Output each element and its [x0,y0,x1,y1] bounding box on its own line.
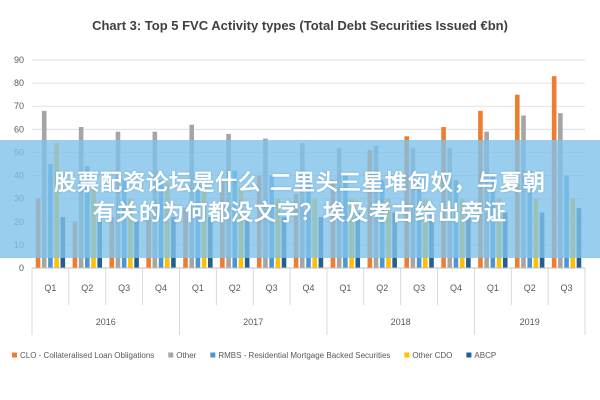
x-tick-label-quarter: Q3 [118,283,130,293]
legend-swatch-abcp [466,352,472,358]
x-tick-label-quarter: Q1 [339,283,351,293]
x-tick-label-quarter: Q4 [302,283,314,293]
x-tick-label-quarter: Q4 [155,283,167,293]
legend-label-other: Other [176,351,196,360]
legend-label-other-cdo: Other CDO [412,351,452,360]
legend-swatch-rmbs [210,352,216,358]
y-tick-label: 0 [19,263,24,273]
legend-swatch-clo [12,352,17,358]
legend-label-clo: CLO - Collateralised Loan Obligations [20,351,154,360]
x-tick-label-quarter: Q2 [81,283,93,293]
x-tick-label-year: 2018 [391,317,411,327]
x-tick-label-quarter: Q2 [229,283,241,293]
legend-label-abcp: ABCP [474,351,496,360]
x-tick-label-quarter: Q3 [561,283,573,293]
y-tick-label: 90 [14,55,24,65]
x-tick-label-year: 2019 [520,317,540,327]
legend-swatch-other [168,352,174,358]
chart-title: Chart 3: Top 5 FVC Activity types (Total… [92,18,508,33]
y-tick-label: 70 [14,101,24,111]
x-tick-label-quarter: Q1 [44,283,56,293]
x-tick-label-quarter: Q1 [192,283,204,293]
banner-headline-line-2: 有关的为何都没文字？埃及考古给出旁证 [92,201,507,226]
x-tick-label-quarter: Q2 [524,283,536,293]
legend: CLO - Collateralised Loan Obligations Oth… [12,351,496,360]
overlay-banner[interactable]: 股票配资论坛是什么 二里头三星堆匈奴，与夏朝 有关的为何都没文字？埃及考古给出旁… [0,140,600,258]
axes: 0102030405060708090Q1Q2Q3Q4Q1Q2Q3Q4Q1Q2Q… [14,55,586,335]
x-tick-label-year: 2017 [243,317,263,327]
y-tick-label: 80 [14,78,24,88]
x-tick-label-quarter: Q3 [413,283,425,293]
x-tick-label-year: 2016 [96,317,116,327]
x-tick-label-quarter: Q2 [376,283,388,293]
legend-label-rmbs: RMBS - Residential Mortgage Backed Secur… [218,351,390,360]
x-tick-label-quarter: Q3 [266,283,278,293]
y-tick-label: 60 [14,124,24,134]
banner-headline-line-1: 股票配资论坛是什么 二里头三星堆匈奴，与夏朝 [54,171,546,196]
x-tick-label-quarter: Q1 [487,283,499,293]
legend-swatch-other-cdo [404,352,410,358]
x-tick-label-quarter: Q4 [450,283,462,293]
